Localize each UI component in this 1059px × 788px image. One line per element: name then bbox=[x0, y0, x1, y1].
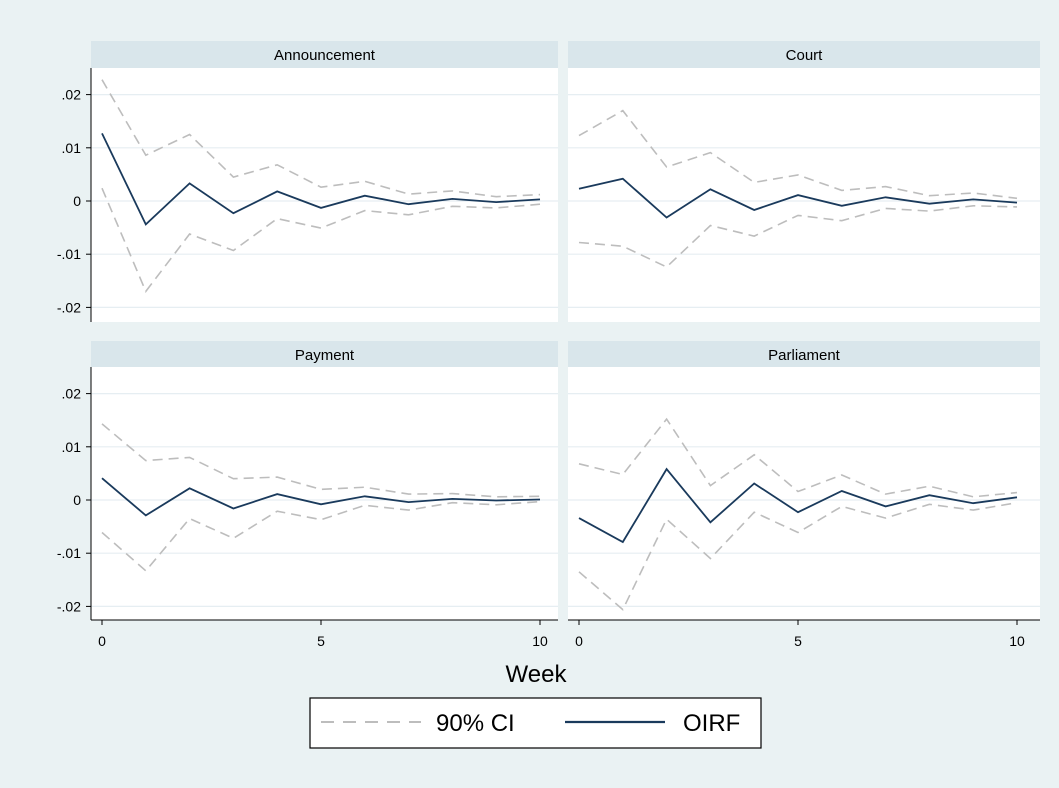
panel-title-strip bbox=[91, 41, 558, 68]
series-line-ci-upper bbox=[578, 417, 1018, 498]
x-tick-label: 10 bbox=[532, 633, 548, 649]
panel-title-strip bbox=[91, 341, 558, 367]
x-tick-label: 10 bbox=[1009, 633, 1025, 649]
series-line-ci-upper bbox=[578, 109, 1018, 200]
series-line-oirf bbox=[101, 133, 541, 226]
legend-ci-label: 90% CI bbox=[436, 710, 515, 737]
y-tick-label: .02 bbox=[62, 87, 82, 103]
y-tick-label: .02 bbox=[62, 386, 82, 402]
panel-payment: Payment .02 .01 0 -.01 -.02 0 5 10 bbox=[57, 341, 558, 649]
x-tick-label: 5 bbox=[317, 633, 325, 649]
panel-court: Court bbox=[568, 41, 1040, 322]
series-line-ci-upper bbox=[101, 423, 541, 498]
panel-announcement: Announcement .02 .01 0 -.01 -.02 bbox=[57, 41, 558, 322]
y-tick-label: -.01 bbox=[57, 246, 81, 262]
series-line-oirf bbox=[578, 177, 1018, 219]
legend-oirf-label: OIRF bbox=[683, 710, 740, 737]
y-tick-label: -.02 bbox=[57, 299, 81, 315]
series-line-ci-lower bbox=[101, 187, 541, 293]
series-line-oirf bbox=[578, 467, 1018, 544]
series-line-ci-upper bbox=[101, 79, 541, 198]
panel-title: Court bbox=[786, 47, 824, 64]
legend: 90% CI OIRF bbox=[309, 697, 762, 749]
panel-title: Payment bbox=[295, 347, 355, 364]
x-axis-title: Week bbox=[506, 661, 568, 688]
panel-title: Announcement bbox=[274, 47, 376, 64]
plot-area bbox=[568, 68, 1040, 322]
panel-title: Parliament bbox=[768, 347, 841, 364]
legend-box bbox=[309, 697, 762, 749]
panel-parliament: Parliament 0 5 10 bbox=[568, 341, 1040, 649]
x-tick-label: 5 bbox=[794, 633, 802, 649]
y-tick-label: .01 bbox=[62, 439, 82, 455]
series-line-ci-lower bbox=[101, 500, 541, 572]
y-tick-label: .01 bbox=[62, 140, 82, 156]
x-tick-label: 0 bbox=[575, 633, 583, 649]
x-tick-label: 0 bbox=[98, 633, 106, 649]
y-tick-label: -.02 bbox=[57, 598, 81, 614]
y-tick-label: 0 bbox=[73, 492, 81, 508]
plot-area bbox=[91, 68, 558, 322]
series-line-ci-lower bbox=[578, 204, 1018, 268]
series-line-ci-lower bbox=[578, 501, 1018, 611]
plot-area bbox=[91, 367, 558, 620]
panel-title-strip bbox=[568, 41, 1040, 68]
y-tick-label: 0 bbox=[73, 193, 81, 209]
series-line-oirf bbox=[101, 477, 541, 517]
panel-title-strip bbox=[568, 341, 1040, 367]
plot-area bbox=[568, 367, 1040, 620]
y-tick-label: -.01 bbox=[57, 545, 81, 561]
